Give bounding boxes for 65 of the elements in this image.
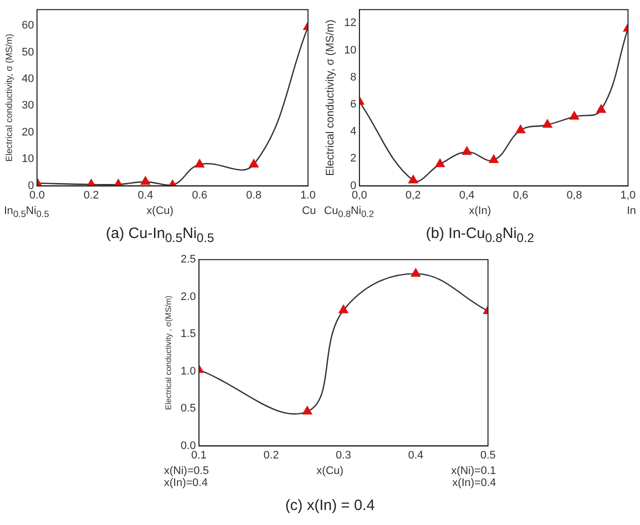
point <box>140 176 150 185</box>
x-tick-label: 1,0 <box>620 189 636 202</box>
y-tick-label: 50 <box>22 46 34 58</box>
y-tick-label: 4 <box>350 126 356 138</box>
text: Cu <box>302 205 316 217</box>
text: x(Ni)=0.5 x(In)=0.4 <box>164 465 209 489</box>
text: (b) In-Cu$_{0.8}$Ni$_{0.2}$ <box>424 225 536 245</box>
x-tick-label: 1.0 <box>300 189 316 202</box>
y-tick-label: 20 <box>22 126 34 138</box>
text: (a) Cu-In$_{0.5}$Ni$_{0.5}$ <box>104 225 216 245</box>
y-tick-label: 2 <box>350 152 356 165</box>
y-tick-label: 60 <box>22 20 34 32</box>
text: (c) x(In) = 0.4 <box>284 497 376 514</box>
x-tick-label: 0.2 <box>264 449 279 462</box>
point <box>410 268 421 277</box>
x-tick-label: 0,2 <box>406 189 421 202</box>
x-tick-label: 0.6 <box>192 189 208 202</box>
point <box>408 174 418 184</box>
x-tick-label: 0.5 <box>480 449 496 462</box>
x-tick-label: 0.4 <box>408 449 424 462</box>
point <box>338 304 348 314</box>
y-axis-title: Electrical conductivity , σ(MS/m) <box>164 295 174 410</box>
y-tick-label: 8 <box>350 71 356 84</box>
point <box>596 104 606 113</box>
point <box>435 158 445 168</box>
x-tick-label: 0.4 <box>138 189 154 202</box>
y-tick-label: 1.0 <box>180 365 196 378</box>
x-axis-title: x(In) <box>469 205 491 217</box>
y-tick-label: 10 <box>344 44 356 56</box>
text: In$_{0.5}$Ni$_{0.5}$ <box>4 205 50 220</box>
y-tick-label: 2.0 <box>180 290 196 303</box>
point <box>194 158 204 168</box>
y-tick-label: 1.5 <box>180 328 196 340</box>
x-tick-label: 0,6 <box>512 189 528 202</box>
x-tick-label: 0.8 <box>246 189 262 202</box>
y-tick-label: 0 <box>28 180 34 192</box>
y-axis-title: Electrical conductivity, σ (MS/m) <box>4 34 14 162</box>
x-axis-title: x(Cu) <box>316 465 344 477</box>
text: In <box>626 205 636 217</box>
y-tick-label: 40 <box>22 73 34 86</box>
y-axis-title: Electrical conductivity, σ (MS/m) <box>324 20 337 176</box>
x-axis-title: x(Cu) <box>146 205 174 217</box>
y-tick-label: 0 <box>350 180 356 192</box>
y-tick-label: 0.0 <box>180 440 196 452</box>
x-tick-label: 0,0 <box>352 189 368 202</box>
point <box>248 158 259 168</box>
x-tick-label: 0,8 <box>566 189 582 202</box>
y-tick-label: 12 <box>344 17 356 30</box>
x-tick-label: 0.3 <box>336 449 352 462</box>
text: Cu$_{0.8}$Ni$_{0.2}$ <box>324 205 374 220</box>
point <box>302 406 312 415</box>
point <box>488 154 499 164</box>
y-tick-label: 6 <box>350 98 356 111</box>
point <box>516 124 526 134</box>
y-tick-label: 0.5 <box>180 402 196 415</box>
point <box>542 119 552 128</box>
x-tick-label: 0,4 <box>459 189 475 202</box>
y-tick-label: 10 <box>22 153 34 166</box>
point <box>569 111 580 120</box>
text: x(Ni)=0.1 x(In)=0.4 <box>451 465 496 489</box>
point <box>462 146 472 155</box>
y-tick-label: 2.5 <box>180 254 196 266</box>
x-tick-label: 0.2 <box>84 189 99 202</box>
y-tick-label: 30 <box>22 100 34 112</box>
x-tick-label: 0.1 <box>191 449 207 462</box>
